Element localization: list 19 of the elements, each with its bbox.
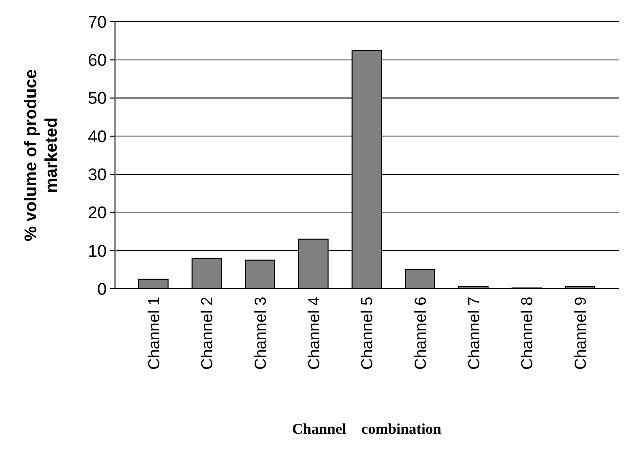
y-tick-label: 10 — [88, 242, 107, 261]
x-axis-title: Channel combination — [292, 422, 442, 438]
x-tick-label: Channel 9 — [572, 296, 590, 370]
x-tick-label: Channel 5 — [360, 296, 377, 370]
y-tick-label: 30 — [88, 166, 107, 185]
y-axis-title: % volume of produce marketed — [22, 70, 61, 242]
x-tick-label: Channel 1 — [146, 296, 164, 370]
x-tick-label: Channel 2 — [200, 296, 217, 370]
y-tick-label: 50 — [88, 89, 107, 108]
y-tick-label: 60 — [88, 51, 107, 70]
y-tick-label: 0 — [98, 280, 107, 299]
x-tick-label: Channel 8 — [520, 296, 537, 370]
y-tick-label: 70 — [88, 12, 107, 32]
x-tick-label: Channel 7 — [466, 296, 484, 370]
x-tick-label: Channel 3 — [252, 296, 270, 370]
y-tick-label: 40 — [88, 127, 107, 146]
y-tick-label: 20 — [88, 204, 107, 223]
x-tick-label: Channel 4 — [306, 296, 324, 370]
x-tick-label: Channel 6 — [412, 296, 430, 370]
